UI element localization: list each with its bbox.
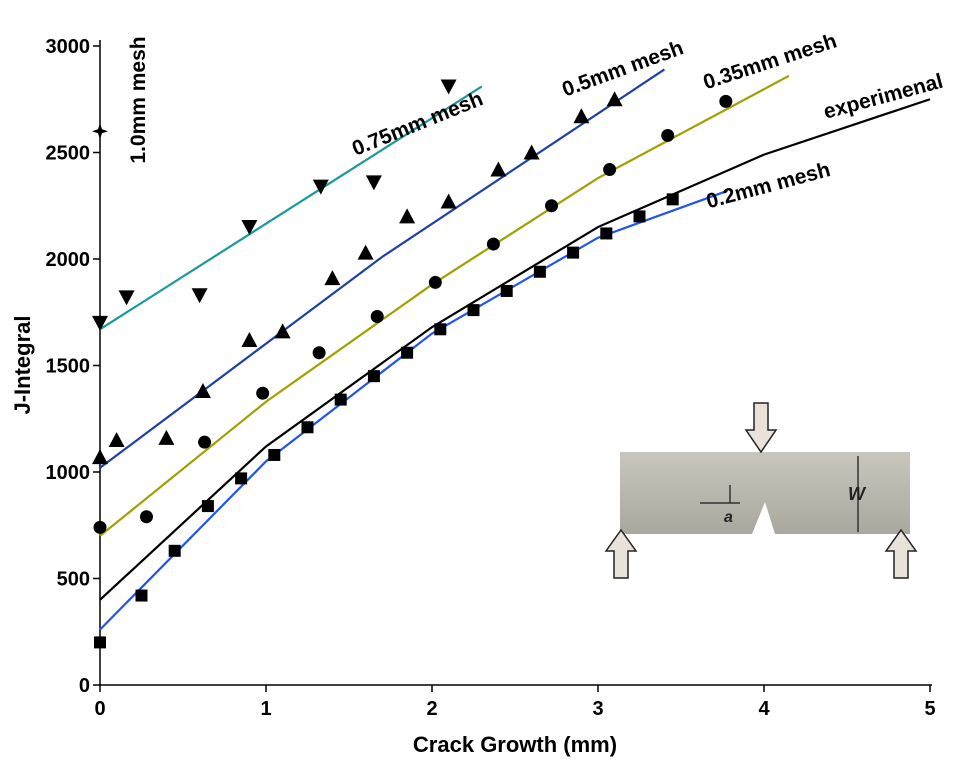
data-point xyxy=(533,265,546,278)
y-tick-label: 1500 xyxy=(46,356,91,378)
data-point xyxy=(92,315,108,331)
data-point xyxy=(440,79,457,95)
data-point xyxy=(194,383,211,399)
data-point xyxy=(268,448,281,461)
data-point xyxy=(633,210,646,223)
y-tick-label: 2500 xyxy=(46,143,91,165)
data-point xyxy=(467,304,480,317)
x-tick-label: 3 xyxy=(592,698,603,720)
y-tick-label: 3000 xyxy=(46,36,91,58)
series-label: 1.0mm mesh xyxy=(127,36,150,163)
data-point xyxy=(334,393,347,406)
x-tick-label: 1 xyxy=(260,698,271,720)
x-tick-label: 0 xyxy=(94,698,105,720)
data-point xyxy=(401,346,414,359)
data-point xyxy=(94,636,106,649)
data-point xyxy=(274,323,291,339)
data-point xyxy=(92,449,108,465)
inset-label: W xyxy=(848,484,867,504)
y-axis-title: J-Integral xyxy=(10,315,35,414)
data-point xyxy=(324,270,341,286)
x-axis-title: Crack Growth (mm) xyxy=(413,732,617,757)
inset-label: a xyxy=(724,509,733,526)
data-point xyxy=(545,199,559,213)
data-point xyxy=(108,432,125,448)
fit-line xyxy=(99,98,931,601)
data-point xyxy=(367,370,380,383)
series-label: 0.2mm mesh xyxy=(704,158,833,213)
data-point xyxy=(428,275,442,289)
notch xyxy=(752,502,775,534)
data-point xyxy=(135,589,148,602)
series-label: 0.35mm mesh xyxy=(700,29,839,94)
series-label: 0.5mm mesh xyxy=(559,36,686,101)
fit-line xyxy=(99,85,483,331)
data-point xyxy=(158,429,175,445)
data-point xyxy=(440,193,457,209)
y-tick-label: 0 xyxy=(79,675,90,697)
x-tick-label: 5 xyxy=(924,698,935,720)
y-tick-label: 2000 xyxy=(46,249,91,271)
x-tick-label: 4 xyxy=(758,698,770,720)
data-point xyxy=(241,220,258,236)
data-point xyxy=(567,246,580,259)
data-point xyxy=(490,161,507,177)
data-point xyxy=(93,520,107,534)
data-point xyxy=(606,91,623,107)
load-arrow xyxy=(744,402,778,454)
series-label: 0.75mm mesh xyxy=(349,87,486,160)
data-point xyxy=(523,144,540,160)
data-point xyxy=(301,421,314,434)
data-point xyxy=(201,500,214,513)
data-point xyxy=(118,290,135,306)
data-point xyxy=(241,331,258,347)
data-point xyxy=(603,163,617,177)
x-tick-label: 2 xyxy=(426,698,437,720)
data-point xyxy=(434,323,447,336)
data-point xyxy=(600,227,613,240)
data-point xyxy=(661,128,675,142)
support-arrow xyxy=(604,528,638,579)
data-point xyxy=(370,310,384,324)
data-point xyxy=(312,346,326,360)
data-point xyxy=(365,175,382,191)
data-point xyxy=(500,284,513,297)
data-point xyxy=(312,179,329,195)
data-point xyxy=(573,108,590,124)
inset-specimen: a W xyxy=(604,402,918,579)
data-point xyxy=(139,510,153,524)
support-arrow xyxy=(884,528,918,579)
data-point xyxy=(235,472,248,485)
data-point xyxy=(168,544,181,557)
y-tick-label: 1000 xyxy=(46,462,91,484)
data-point xyxy=(256,386,270,400)
data-point xyxy=(486,237,500,251)
data-point xyxy=(719,94,733,108)
y-tick-label: 500 xyxy=(57,569,90,591)
data-point xyxy=(198,435,212,449)
data-point xyxy=(399,208,416,224)
data-point xyxy=(357,244,374,260)
fit-line xyxy=(99,189,728,631)
data-point xyxy=(666,193,679,206)
data-point xyxy=(191,288,208,304)
data-point xyxy=(92,123,108,140)
fit-line xyxy=(99,68,666,469)
